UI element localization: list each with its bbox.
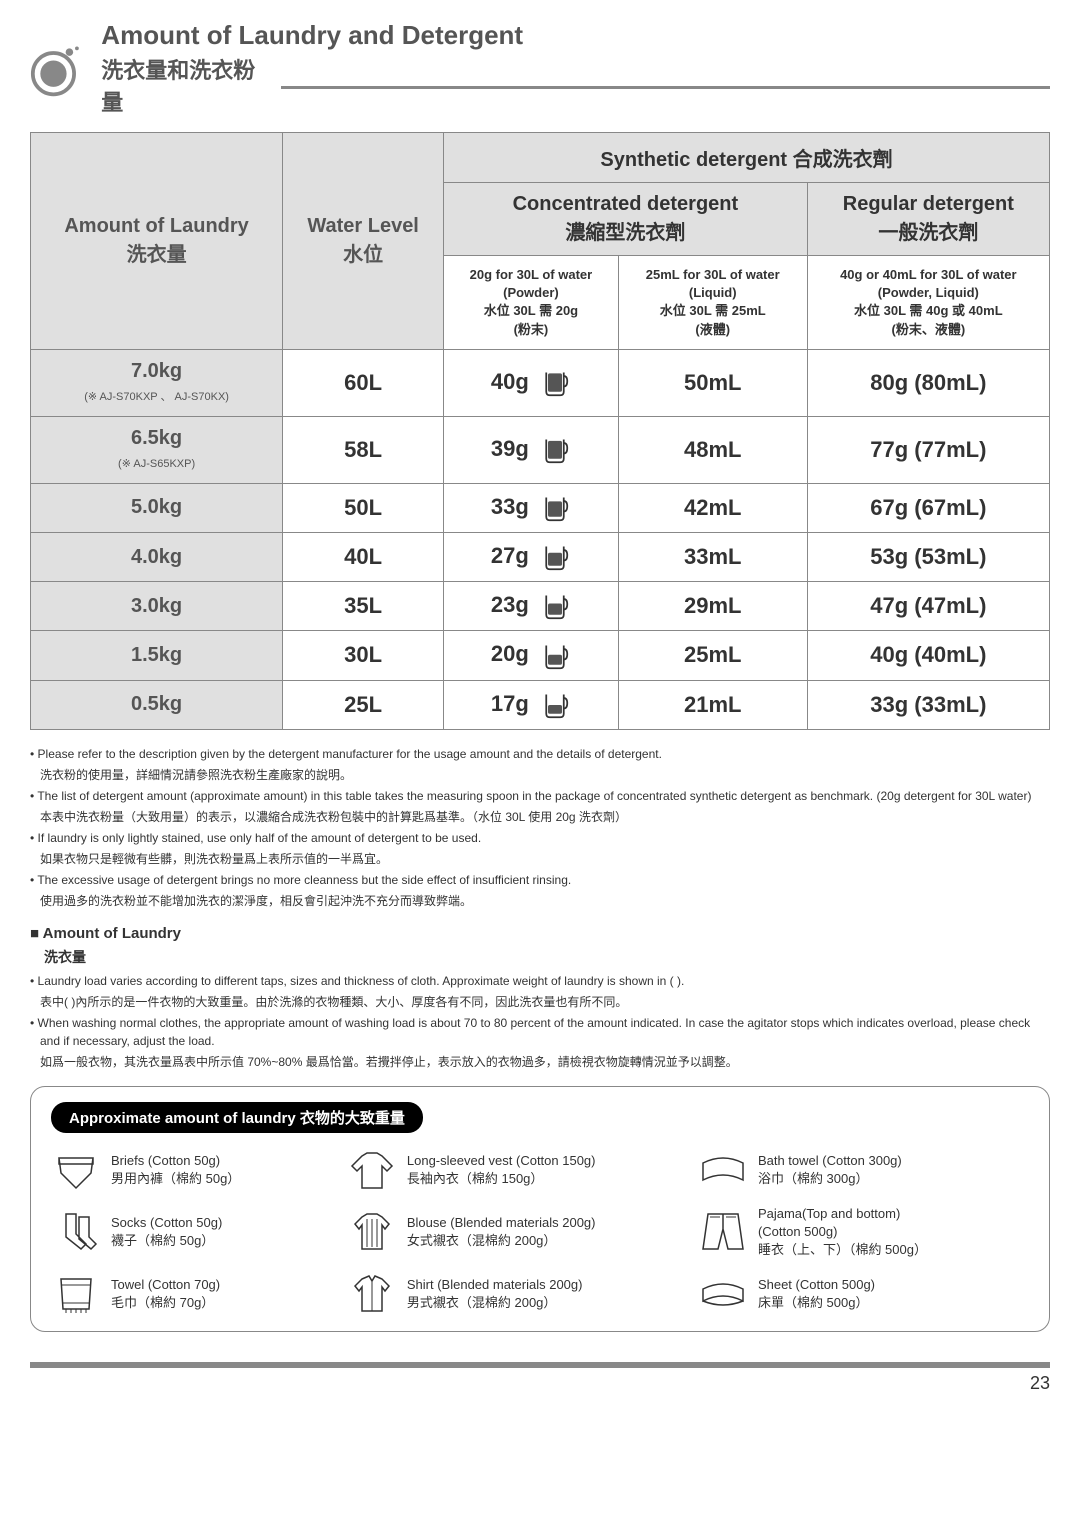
page-header: Amount of Laundry and Detergent 洗衣量和洗衣粉量 — [30, 20, 1050, 117]
table-row: 1.5kg 30L 20g 25mL 40g (40mL) — [31, 631, 1050, 680]
detergent-table: Amount of Laundry 洗衣量 Water Level 水位 Syn… — [30, 132, 1050, 730]
approx-title: Approximate amount of laundry 衣物的大致重量 — [51, 1102, 423, 1133]
section-sub: 洗衣量 — [44, 947, 1050, 967]
table-row: 5.0kg 50L 33g 42mL 67g (67mL) — [31, 483, 1050, 532]
table-row: 7.0kg(※ AJ-S70KXP 、 AJ-S70KX) 60L 40g 50… — [31, 349, 1050, 416]
clothing-icon — [51, 1271, 101, 1316]
title-en: Amount of Laundry and Detergent — [101, 20, 1050, 51]
clothing-icon — [347, 1148, 397, 1193]
table-row: 0.5kg 25L 17g 21mL 33g (33mL) — [31, 680, 1050, 729]
section-heading: Amount of Laundry — [30, 925, 1050, 942]
table-row: 4.0kg 40L 27g 33mL 53g (53mL) — [31, 532, 1050, 581]
clothing-icon — [698, 1271, 748, 1316]
bubble-icon — [30, 39, 86, 99]
laundry-item: Shirt (Blended materials 200g)男式襯衣（混棉約 2… — [347, 1271, 678, 1316]
laundry-item: Long-sleeved vest (Cotton 150g)長袖內衣（棉約 1… — [347, 1148, 678, 1193]
laundry-item: Socks (Cotton 50g)襪子（棉約 50g） — [51, 1205, 327, 1260]
laundry-item: Blouse (Blended materials 200g)女式襯衣（混棉約 … — [347, 1205, 678, 1260]
laundry-item: Towel (Cotton 70g)毛巾（棉約 70g） — [51, 1271, 327, 1316]
approx-box: Approximate amount of laundry 衣物的大致重量 Br… — [30, 1086, 1050, 1333]
clothing-icon — [347, 1271, 397, 1316]
notes-list: Please refer to the description given by… — [30, 745, 1050, 910]
section-notes: Laundry load varies according to differe… — [30, 972, 1050, 1071]
page-number: 23 — [30, 1373, 1050, 1394]
clothing-icon — [51, 1209, 101, 1254]
clothing-icon — [698, 1148, 748, 1193]
laundry-item: Sheet (Cotton 500g)床單（棉約 500g） — [698, 1271, 1029, 1316]
footer-bar — [30, 1362, 1050, 1368]
table-row: 6.5kg(※ AJ-S65KXP) 58L 39g 48mL 77g (77m… — [31, 416, 1050, 483]
clothing-icon — [698, 1209, 748, 1254]
clothing-icon — [347, 1209, 397, 1254]
table-row: 3.0kg 35L 23g 29mL 47g (47mL) — [31, 582, 1050, 631]
laundry-item: Pajama(Top and bottom)(Cotton 500g)睡衣（上、… — [698, 1205, 1029, 1260]
laundry-item: Bath towel (Cotton 300g)浴巾（棉約 300g） — [698, 1148, 1029, 1193]
clothing-icon — [51, 1148, 101, 1193]
laundry-item: Briefs (Cotton 50g)男用內褲（棉約 50g） — [51, 1148, 327, 1193]
title-zh: 洗衣量和洗衣粉量 — [101, 53, 266, 117]
